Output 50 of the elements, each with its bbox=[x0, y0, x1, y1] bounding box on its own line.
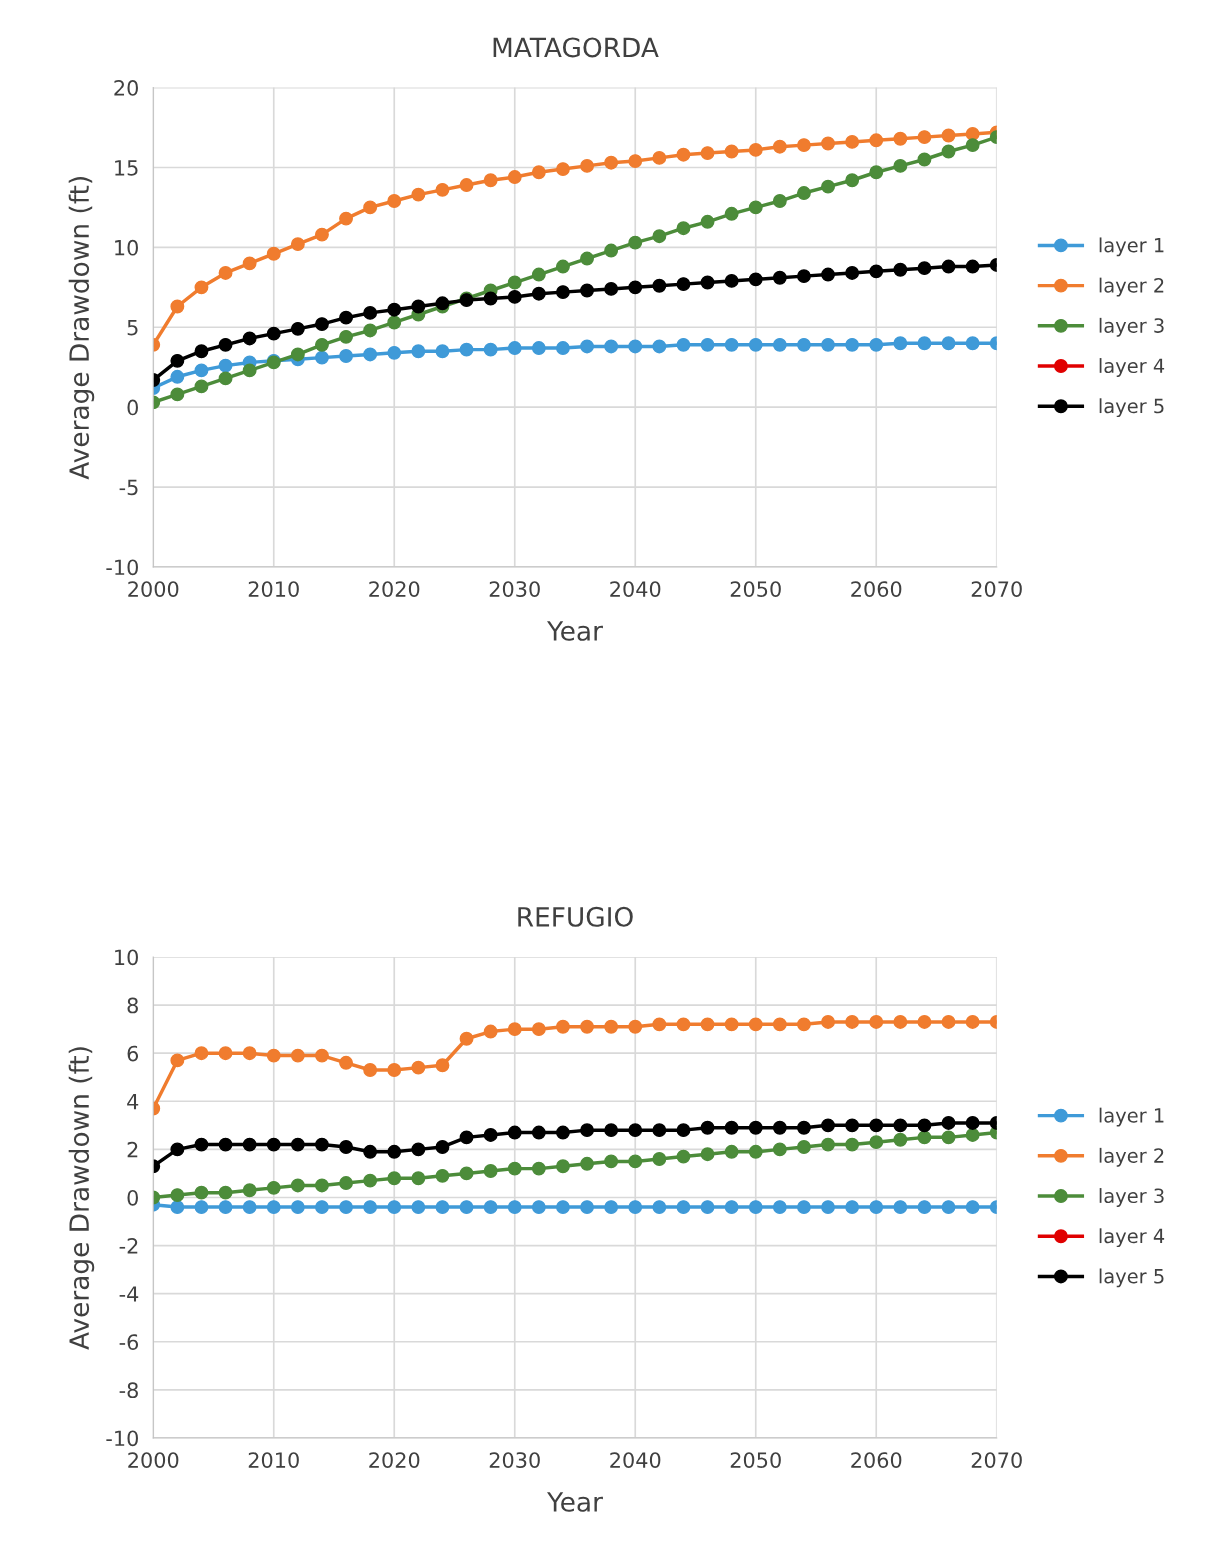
y-tick-label: -10 bbox=[106, 1430, 138, 1447]
legend-label: layer 2 bbox=[1099, 277, 1164, 297]
x-tick-label: 2030 bbox=[489, 581, 540, 597]
x-axis-title: Year bbox=[547, 621, 603, 641]
x-tick-label: 2040 bbox=[610, 1452, 661, 1468]
legend-label: layer 1 bbox=[1099, 237, 1164, 257]
y-axis-title: Average Drawdown (ft) bbox=[68, 1047, 95, 1350]
x-tick-label: 2060 bbox=[851, 1452, 902, 1468]
y-tick-label: -4 bbox=[119, 1286, 139, 1302]
x-tick-label: 2030 bbox=[489, 1452, 540, 1468]
legend-label: layer 4 bbox=[1099, 358, 1165, 377]
y-axis-title: Average Drawdown (ft) bbox=[68, 177, 95, 480]
y-tick-label: -10 bbox=[106, 559, 138, 576]
legend-label: layer 1 bbox=[1099, 1107, 1164, 1127]
x-tick-label: 2070 bbox=[971, 1452, 1022, 1468]
y-tick-label: -2 bbox=[119, 1238, 138, 1254]
x-tick-label: 2050 bbox=[730, 1452, 781, 1468]
x-tick-label: 2020 bbox=[369, 581, 420, 597]
y-tick-label: 8 bbox=[127, 997, 138, 1014]
x-tick-label: 2000 bbox=[128, 1452, 179, 1468]
x-tick-label: 2040 bbox=[610, 581, 661, 597]
y-tick-label: 0 bbox=[127, 399, 138, 416]
x-tick-label: 2000 bbox=[128, 581, 179, 597]
y-tick-label: -8 bbox=[119, 1382, 138, 1399]
y-tick-label: 20 bbox=[114, 80, 138, 96]
legend-label: layer 5 bbox=[1099, 398, 1164, 418]
legend-label: layer 4 bbox=[1099, 1228, 1165, 1248]
x-tick-label: 2060 bbox=[851, 581, 902, 597]
x-tick-label: 2050 bbox=[730, 581, 781, 597]
y-tick-label: 0 bbox=[127, 1189, 138, 1206]
y-tick-label: 2 bbox=[127, 1141, 138, 1158]
legend-label: layer 3 bbox=[1099, 317, 1164, 337]
x-tick-label: 2020 bbox=[369, 1452, 420, 1468]
chart-title: MATAGORDA bbox=[493, 37, 659, 58]
x-tick-label: 2010 bbox=[248, 1452, 299, 1468]
y-tick-label: 10 bbox=[115, 949, 138, 966]
x-tick-label: 2070 bbox=[971, 581, 1022, 597]
y-tick-label: -6 bbox=[119, 1334, 139, 1350]
chart-title: REFUGIO bbox=[518, 906, 633, 927]
y-tick-label: 5 bbox=[127, 319, 138, 336]
legend-label: layer 2 bbox=[1099, 1147, 1164, 1167]
y-tick-label: 4 bbox=[127, 1094, 139, 1110]
y-tick-label: -5 bbox=[119, 479, 138, 496]
y-tick-label: 10 bbox=[115, 239, 138, 256]
x-tick-label: 2010 bbox=[248, 581, 299, 597]
x-axis-title: Year bbox=[547, 1492, 603, 1512]
legend-label: layer 3 bbox=[1099, 1188, 1164, 1207]
y-tick-label: 15 bbox=[115, 160, 138, 176]
legend-label: layer 5 bbox=[1099, 1268, 1164, 1288]
y-tick-label: 6 bbox=[127, 1045, 139, 1062]
